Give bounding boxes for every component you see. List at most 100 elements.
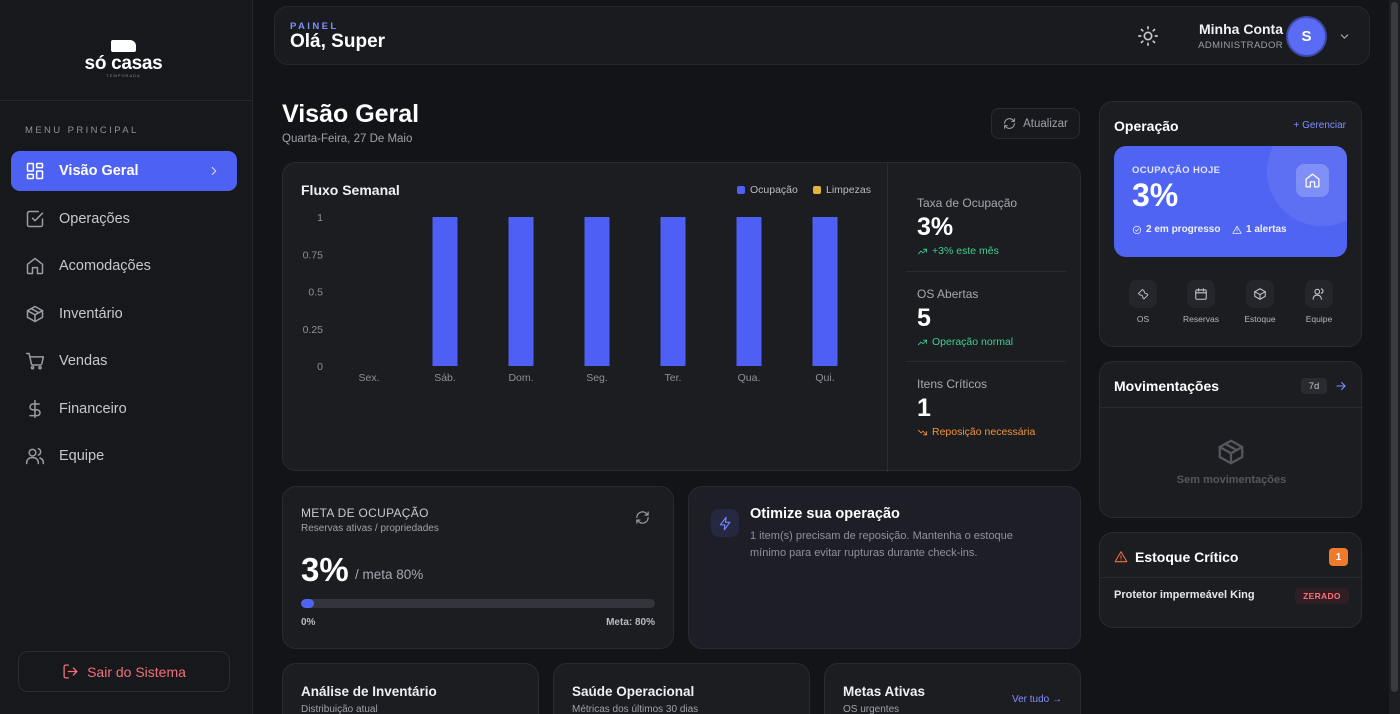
in-progress-indicator: 2 em progresso	[1132, 224, 1220, 235]
stock-item-name[interactable]: Protetor impermeável King	[1114, 589, 1255, 601]
manage-link[interactable]: + Gerenciar	[1293, 120, 1346, 131]
page-title: Visão Geral	[282, 100, 420, 128]
sidebar-item-equipe[interactable]: Equipe	[11, 436, 237, 476]
stat-value: 3%	[917, 213, 954, 241]
checkbox-icon	[26, 210, 44, 228]
chart-title: Fluxo Semanal	[301, 182, 400, 198]
check-circle-icon	[1132, 225, 1142, 234]
logo[interactable]: só casas TEMPORADA	[0, 0, 253, 101]
sidebar-item-operacoes[interactable]: Operações	[11, 199, 237, 239]
status-badge: ZERADO	[1295, 588, 1349, 604]
scrollbar-thumb[interactable]	[1391, 2, 1398, 692]
card-title: Estoque Crítico	[1135, 549, 1239, 565]
stats-column: Taxa de Ocupação 3% +3% este mês OS Aber…	[887, 163, 1082, 472]
sidebar-item-label: Inventário	[59, 306, 123, 322]
alerts-indicator: 1 alertas	[1232, 224, 1287, 235]
refresh-icon[interactable]	[635, 510, 650, 525]
quick-action-os[interactable]: OS	[1115, 280, 1171, 324]
logout-label: Sair do Sistema	[87, 663, 186, 680]
dollar-icon	[29, 399, 41, 419]
greeting: Olá, Super	[290, 31, 386, 52]
y-tick-label: 0	[317, 361, 323, 373]
y-tick-label: 0.75	[303, 249, 324, 261]
quick-action-equipe[interactable]: Equipe	[1291, 280, 1347, 324]
movements-card: Movimentações 7d Sem movimentações	[1099, 361, 1363, 518]
occupancy-today-panel: OCUPAÇÃO HOJE 3% 2 em progresso 1 alerta…	[1114, 146, 1347, 257]
page-date: Quarta-Feira, 27 De Maio	[282, 133, 413, 145]
bar-ocupação	[508, 217, 534, 366]
quick-action-label: Equipe	[1305, 314, 1333, 324]
goal-progress-fill	[301, 599, 315, 608]
sidebar-item-visao-geral[interactable]: Visão Geral	[11, 151, 237, 191]
menu-section-label: MENU PRINCIPAL	[25, 125, 139, 136]
sidebar: só casas TEMPORADA MENU PRINCIPAL Visão …	[0, 0, 253, 714]
range-badge[interactable]: 7d	[1301, 378, 1327, 394]
legend-swatch	[813, 186, 821, 194]
refresh-icon	[1004, 118, 1015, 129]
sidebar-item-label: Acomodações	[59, 258, 151, 274]
tip-title: Otimize sua operação	[750, 506, 900, 522]
sidebar-item-financeiro[interactable]: Financeiro	[11, 389, 237, 429]
stat-trend-text: Reposição necessária	[932, 426, 1036, 438]
trend-up-icon	[917, 248, 928, 254]
x-tick-label: Dom.	[508, 372, 533, 384]
box-icon	[26, 305, 44, 323]
empty-state-text: Sem movimentações	[1176, 474, 1287, 486]
occupancy-goal-card: META DE OCUPAÇÃO Reservas ativas / propr…	[282, 486, 674, 649]
sidebar-item-inventario[interactable]: Inventário	[11, 294, 237, 334]
stat-critical-items: Itens Críticos 1 Reposição necessária	[917, 377, 1067, 438]
dashboard-icon	[26, 162, 44, 180]
in-progress-text: 2 em progresso	[1146, 224, 1221, 235]
stat-trend: Operação normal	[917, 336, 1067, 348]
quick-action-button	[1246, 280, 1274, 308]
bar-ocupação	[812, 217, 838, 366]
weekly-flow-card: 0 0.25 0.5 0.75 1 Sex. Sáb. Dom. Seg. Ter. Qua. Qui…	[282, 162, 1082, 472]
view-all-link[interactable]: Ver tudo →	[1011, 694, 1062, 705]
quick-action-button	[1305, 280, 1333, 308]
quick-action-reservas[interactable]: Reservas	[1173, 280, 1229, 324]
quick-action-button	[1129, 280, 1157, 308]
legend-item-ocupacao[interactable]: Ocupação	[737, 184, 798, 196]
quick-action-estoque[interactable]: Estoque	[1232, 280, 1288, 324]
bar-ocupação	[660, 217, 686, 366]
chevron-down-icon	[1340, 34, 1349, 39]
sun-icon[interactable]	[1137, 25, 1159, 47]
refresh-label: Atualizar	[1023, 117, 1068, 130]
top-bar: PAINEL Olá, Super Minha Conta ADMINISTRA…	[274, 6, 1370, 65]
stat-label: OS Abertas	[917, 287, 979, 301]
account-menu[interactable]: Minha Conta ADMINISTRADOR S	[1175, 17, 1365, 57]
refresh-button[interactable]: Atualizar	[991, 108, 1080, 139]
home-icon	[26, 257, 44, 275]
sidebar-item-label: Equipe	[59, 448, 105, 464]
calendar-icon	[1195, 288, 1207, 300]
card-title: Saúde Operacional	[572, 684, 695, 699]
stat-open-orders: OS Abertas 5 Operação normal	[917, 287, 1067, 348]
tip-body: 1 item(s) precisam de reposição. Mantenh…	[750, 530, 1013, 559]
x-tick-label: Qua.	[738, 372, 761, 384]
x-tick-label: Seg.	[586, 372, 608, 384]
divider	[1100, 577, 1363, 578]
divider	[1100, 407, 1363, 408]
card-subtitle: Distribuição atual	[301, 704, 378, 714]
logout-button[interactable]: Sair do Sistema	[18, 651, 230, 692]
bar-ocupação	[432, 217, 458, 366]
divider	[906, 271, 1066, 272]
home-icon	[1305, 173, 1320, 188]
topbar-eyebrow: PAINEL	[290, 21, 339, 32]
warning-icon	[1114, 551, 1128, 563]
goal-min-label: 0%	[301, 617, 316, 628]
legend-item-limpezas[interactable]: Limpezas	[813, 184, 871, 196]
logout-icon	[63, 664, 78, 679]
box-icon	[1218, 439, 1244, 465]
logo-tagline: TEMPORADA	[106, 73, 141, 78]
sidebar-item-vendas[interactable]: Vendas	[11, 341, 237, 381]
occupancy-today-label: OCUPAÇÃO HOJE	[1132, 165, 1221, 176]
arrow-right-icon[interactable]	[1334, 379, 1348, 393]
stat-trend-text: +3% este mês	[932, 245, 999, 257]
card-title: Metas Ativas	[843, 684, 926, 699]
warning-icon	[1232, 225, 1242, 234]
scrollbar[interactable]	[1389, 0, 1400, 714]
operational-health-card: Saúde Operacional Métricas dos últimos 3…	[553, 663, 810, 714]
sidebar-item-acomodacoes[interactable]: Acomodações	[11, 246, 237, 286]
quick-action-button	[1187, 280, 1215, 308]
